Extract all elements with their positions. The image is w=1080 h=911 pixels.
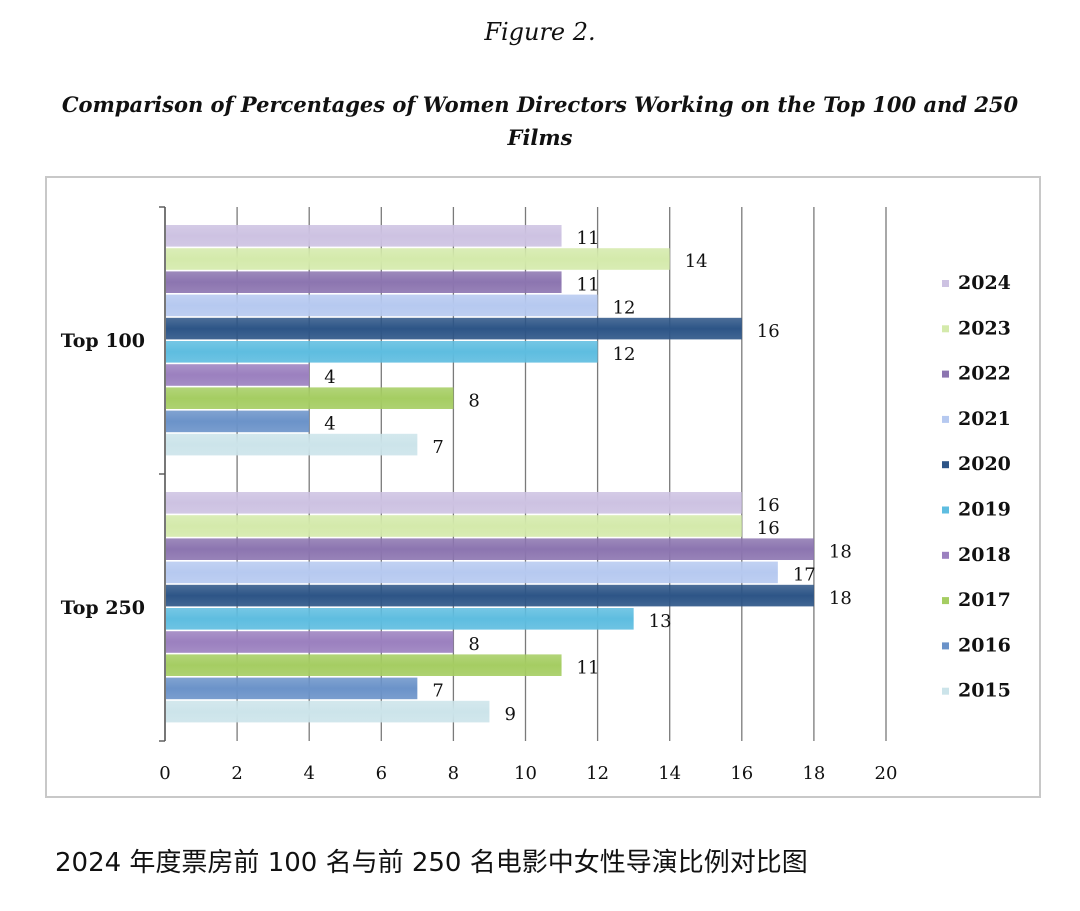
- legend-label-2020: 2020: [958, 453, 1011, 475]
- legend-swatch-2020: [942, 461, 949, 469]
- legend-label-2024: 2024: [958, 272, 1011, 294]
- bar-value-label: 18: [829, 541, 852, 562]
- bar-value-label: 12: [613, 344, 636, 365]
- bar-2024-top-100: [166, 225, 562, 247]
- bar-2022-top-100: [166, 271, 562, 293]
- x-tick-label: 20: [875, 763, 898, 784]
- bar-2018-top-100: [166, 364, 310, 386]
- bar-value-label: 16: [757, 321, 780, 342]
- bar-value-label: 14: [685, 251, 708, 272]
- bar-value-label: 8: [468, 390, 479, 411]
- x-tick-label: 10: [514, 763, 537, 784]
- bar-value-label: 16: [757, 518, 780, 539]
- x-tick-label: 2: [231, 763, 242, 784]
- legend-swatch-2021: [942, 415, 949, 423]
- x-tick-label: 14: [658, 763, 681, 784]
- bar-2021-top-100: [166, 294, 598, 317]
- bar-value-label: 13: [649, 611, 672, 632]
- bar-2019-top-100: [166, 341, 598, 363]
- legend-swatch-2015: [942, 687, 949, 695]
- bar-value-label: 16: [757, 495, 780, 516]
- bar-2021-top-250: [166, 561, 778, 584]
- legend-swatch-2017: [942, 597, 949, 605]
- bar-2017-top-100: [166, 387, 454, 409]
- bar-value-label: 11: [577, 657, 600, 678]
- legend-label-2023: 2023: [958, 317, 1011, 339]
- figure-label: Figure 2.: [484, 18, 596, 46]
- bar-value-label: 4: [324, 414, 335, 435]
- bar-2015-top-250: [166, 700, 490, 723]
- legend-swatch-2023: [942, 325, 949, 333]
- bar-2023-top-250: [166, 515, 742, 537]
- x-tick-label: 6: [376, 763, 387, 784]
- chart-title-line-2: Films: [507, 125, 573, 150]
- chart-title: Comparison of Percentages of Women Direc…: [60, 88, 1020, 154]
- bar-value-label: 11: [577, 228, 600, 249]
- chart-title-line-1: Comparison of Percentages of Women Direc…: [61, 92, 1019, 117]
- bar-value-label: 7: [432, 437, 443, 458]
- legend-label-2018: 2018: [958, 544, 1011, 566]
- bar-2023-top-100: [166, 248, 670, 270]
- bar-2015-top-100: [166, 433, 418, 456]
- category-label: Top 250: [61, 597, 145, 619]
- legend-label-2019: 2019: [958, 499, 1011, 521]
- bar-2019-top-250: [166, 608, 634, 630]
- legend-label-2016: 2016: [958, 634, 1011, 656]
- x-tick-label: 0: [159, 763, 170, 784]
- bar-value-label: 9: [504, 704, 515, 725]
- bar-value-label: 8: [468, 634, 479, 655]
- bar-2022-top-250: [166, 538, 814, 560]
- legend-label-2017: 2017: [958, 589, 1011, 611]
- chart-caption: 2024 年度票房前 100 名与前 250 名电影中女性导演比例对比图: [55, 848, 808, 878]
- legend-swatch-2016: [942, 642, 949, 650]
- bar-2018-top-250: [166, 631, 454, 653]
- bar-value-label: 12: [613, 298, 636, 319]
- bar-value-label: 4: [324, 367, 335, 388]
- bar-value-label: 7: [432, 681, 443, 702]
- legend-label-2021: 2021: [958, 408, 1011, 430]
- bar-value-label: 18: [829, 588, 852, 609]
- legend-label-2015: 2015: [958, 680, 1011, 702]
- bar-2016-top-250: [166, 677, 418, 700]
- x-tick-label: 12: [586, 763, 609, 784]
- bar-2017-top-250: [166, 654, 562, 676]
- legend-swatch-2024: [942, 280, 949, 287]
- bar-value-label: 17: [793, 565, 816, 586]
- legend-label-2022: 2022: [958, 363, 1011, 385]
- bar-2020-top-100: [166, 317, 742, 340]
- bar-2016-top-100: [166, 410, 310, 433]
- x-tick-label: 18: [802, 763, 825, 784]
- legend-swatch-2019: [942, 506, 949, 514]
- x-tick-label: 8: [448, 763, 459, 784]
- legend-swatch-2018: [942, 551, 949, 559]
- x-tick-label: 16: [730, 763, 753, 784]
- bar-value-label: 11: [577, 274, 600, 295]
- x-tick-label: 4: [303, 763, 314, 784]
- legend-swatch-2022: [942, 370, 949, 378]
- bar-2024-top-250: [166, 492, 742, 514]
- bar-2020-top-250: [166, 584, 814, 607]
- category-label: Top 100: [61, 330, 145, 352]
